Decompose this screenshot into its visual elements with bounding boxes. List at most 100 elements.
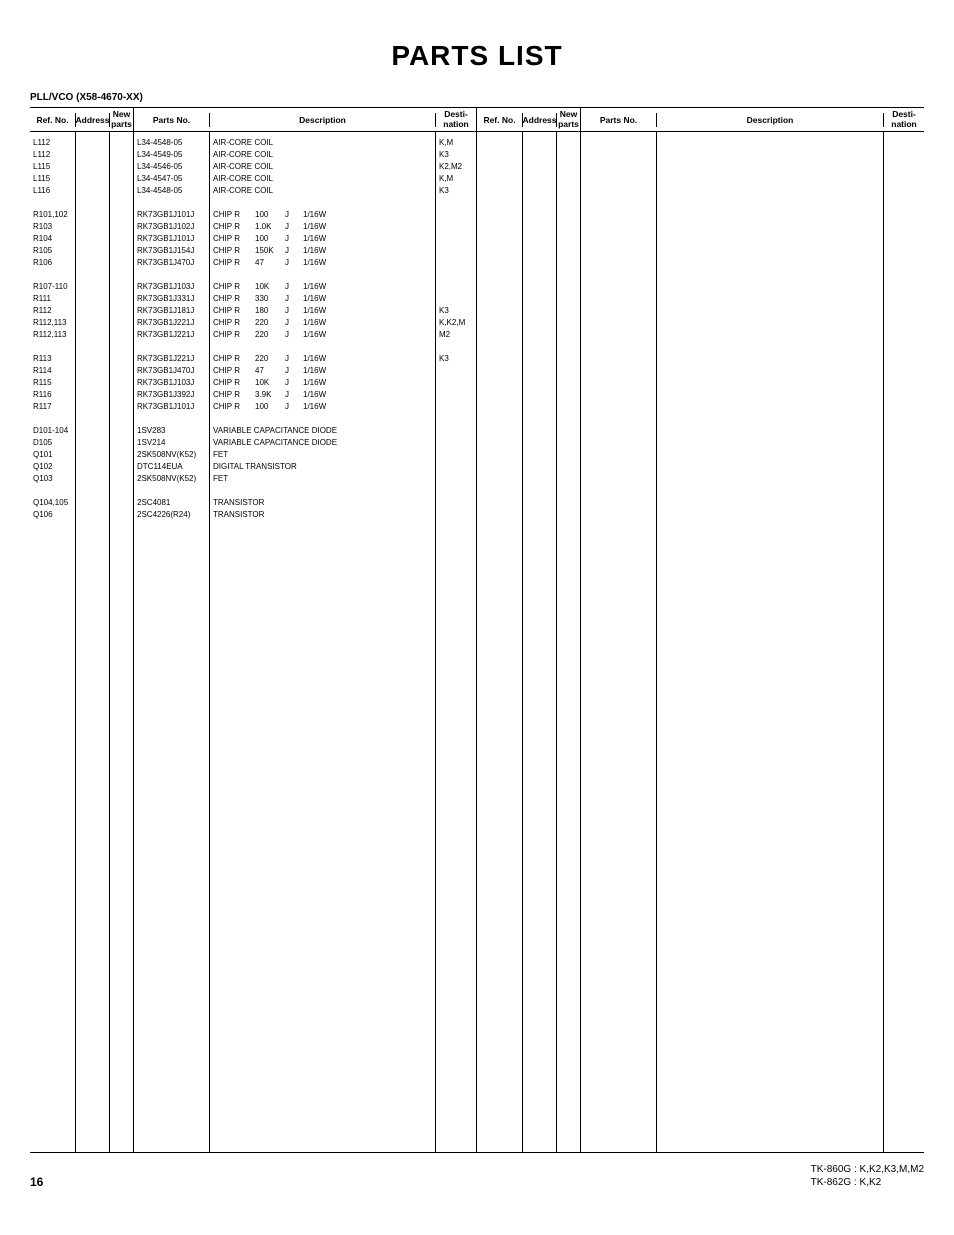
cell-text: CHIP R [213, 318, 255, 327]
cell-text: J [285, 390, 303, 399]
cell-text: Q106 [33, 508, 72, 520]
table-body-left: L112L112L115L115L116R101,102R103R104R105… [30, 132, 476, 1152]
cell-text: RK73GB1J470J [137, 256, 206, 268]
cell-text: 2SK508NV(K52) [137, 472, 206, 484]
cell-text: FET [213, 448, 432, 460]
col-description: AIR-CORE COILAIR-CORE COILAIR-CORE COILA… [210, 132, 436, 1152]
cell-text: J [285, 210, 303, 219]
cell-text: CHIP R [213, 354, 255, 363]
cell-text: RK73GB1J470J [137, 364, 206, 376]
cell-text: D105 [33, 436, 72, 448]
cell-text: Q102 [33, 460, 72, 472]
cell-text: RK73GB1J181J [137, 304, 206, 316]
cell-text: 1SV283 [137, 424, 206, 436]
cell-text: 1/16W [303, 294, 343, 303]
cell-text: RK73GB1J103J [137, 376, 206, 388]
cell-text [439, 268, 473, 280]
cell-text: 1/16W [303, 306, 343, 315]
cell-text: L116 [33, 184, 72, 196]
col-address [523, 132, 557, 1152]
cell-text: CHIP R [213, 330, 255, 339]
header-ref: Ref. No. [477, 113, 523, 127]
cell-text: L34-4546-05 [137, 160, 206, 172]
cell-text [439, 448, 473, 460]
cell-text: Q104,105 [33, 496, 72, 508]
cell-text: J [285, 246, 303, 255]
cell-text: RK73GB1J102J [137, 220, 206, 232]
cell-text: R112 [33, 304, 72, 316]
cell-text: RK73GB1J101J [137, 232, 206, 244]
cell-text: CHIP R [213, 390, 255, 399]
cell-text: TRANSISTOR [213, 508, 432, 520]
cell-text [137, 340, 206, 352]
cell-text: K3 [439, 184, 473, 196]
cell-text: CHIP R [213, 402, 255, 411]
cell-text: 1/16W [303, 234, 343, 243]
header-destination: Desti-nation [436, 108, 476, 131]
header-address: Address [523, 113, 557, 127]
header-description: Description [657, 113, 884, 127]
cell-text: 3.9K [255, 390, 285, 399]
cell-text: Q101 [33, 448, 72, 460]
cell-text: J [285, 330, 303, 339]
cell-text [213, 412, 432, 424]
cell-text [439, 496, 473, 508]
cell-text: AIR-CORE COIL [213, 148, 432, 160]
cell-text: 180 [255, 306, 285, 315]
col-parts-no: L34-4548-05L34-4549-05L34-4546-05L34-454… [134, 132, 210, 1152]
cell-text: 10K [255, 282, 285, 291]
cell-text: RK73GB1J221J [137, 352, 206, 364]
cell-text: L115 [33, 160, 72, 172]
cell-text: J [285, 402, 303, 411]
header-parts-no: Parts No. [134, 113, 210, 127]
cell-text [439, 376, 473, 388]
cell-text [33, 196, 72, 208]
cell-text: L112 [33, 148, 72, 160]
cell-text: CHIP R [213, 246, 255, 255]
cell-text [439, 256, 473, 268]
cell-text: 1SV214 [137, 436, 206, 448]
cell-text: 220 [255, 330, 285, 339]
cell-text: 330 [255, 294, 285, 303]
section-subtitle: PLL/VCO (X58-4670-XX) [30, 92, 924, 103]
cell-text: 1/16W [303, 378, 343, 387]
cell-text: 1/16W [303, 402, 343, 411]
cell-text: 2SK508NV(K52) [137, 448, 206, 460]
cell-text: R112,113 [33, 328, 72, 340]
cell-text: 150K [255, 246, 285, 255]
cell-text: 1/16W [303, 222, 343, 231]
cell-text: 10K [255, 378, 285, 387]
cell-text [439, 232, 473, 244]
cell-text: R101,102 [33, 208, 72, 220]
cell-text: J [285, 306, 303, 315]
cell-text [439, 292, 473, 304]
cell-text: CHIP R180J1/16W [213, 304, 432, 316]
cell-text: R113 [33, 352, 72, 364]
table-left-block: Ref. No. Address New parts Parts No. Des… [30, 108, 477, 1152]
cell-text [137, 196, 206, 208]
cell-text [439, 508, 473, 520]
cell-text: R106 [33, 256, 72, 268]
cell-text: R112,113 [33, 316, 72, 328]
cell-text [439, 424, 473, 436]
header-ref: Ref. No. [30, 113, 76, 127]
cell-text: 2SC4081 [137, 496, 206, 508]
cell-text: 47 [255, 258, 285, 267]
cell-text: CHIP R [213, 210, 255, 219]
header-new-parts: New parts [110, 108, 134, 131]
cell-text: K3 [439, 304, 473, 316]
cell-text: R117 [33, 400, 72, 412]
cell-text: 47 [255, 366, 285, 375]
cell-text: R105 [33, 244, 72, 256]
cell-text: R107-110 [33, 280, 72, 292]
cell-text: M2 [439, 328, 473, 340]
cell-text: CHIP R10KJ1/16W [213, 280, 432, 292]
cell-text: R111 [33, 292, 72, 304]
cell-text: CHIP R100J1/16W [213, 400, 432, 412]
cell-text: CHIP R220J1/16W [213, 316, 432, 328]
cell-text [439, 244, 473, 256]
cell-text: J [285, 354, 303, 363]
cell-text: CHIP R [213, 282, 255, 291]
cell-text: K,M [439, 172, 473, 184]
cell-text: 1/16W [303, 354, 343, 363]
